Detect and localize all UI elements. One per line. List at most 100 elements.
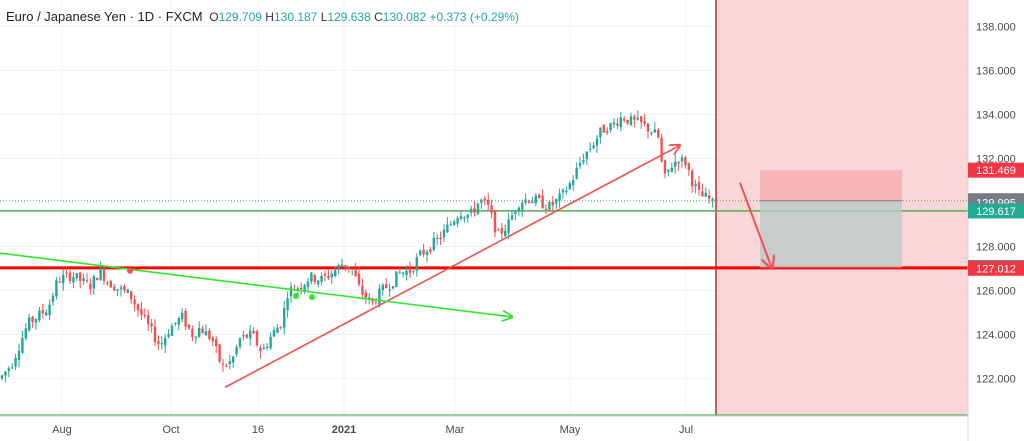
candle-body (136, 304, 140, 310)
candle-body (232, 356, 235, 363)
price-tick-label: 128.000 (976, 242, 1016, 254)
candle-body (374, 302, 378, 304)
candle-body (228, 361, 231, 364)
candle-body (524, 199, 527, 203)
price-badge (968, 203, 1024, 219)
candle-body (643, 121, 646, 124)
candle-body (255, 331, 259, 346)
candle-body (378, 288, 381, 306)
candle-body (476, 203, 480, 214)
candle-body (181, 312, 184, 320)
candle-body (109, 280, 112, 288)
marker-dot (309, 294, 315, 301)
time-tick-label: 2021 (332, 424, 356, 436)
candle-body (585, 151, 588, 159)
candle-body (442, 229, 446, 238)
candle-body (558, 193, 561, 201)
candle-body (4, 371, 7, 376)
symbol-title[interactable]: Euro / Japanese Yen · 1D · FXCM (6, 9, 203, 24)
candle-body (429, 249, 432, 252)
close-value: 130.082 (382, 10, 427, 24)
candle-body (96, 278, 99, 281)
candle-body (340, 264, 344, 268)
candle-body (68, 272, 72, 281)
time-tick-label: Jul (679, 424, 693, 436)
candle-body (480, 199, 483, 203)
candle-body (701, 191, 704, 197)
candle-body (306, 281, 310, 288)
candle-body (218, 344, 221, 362)
candle-body (500, 228, 503, 234)
candle-body (412, 270, 415, 272)
candle-body (334, 270, 337, 276)
candle-body (72, 277, 75, 283)
candle-body (327, 275, 330, 279)
candle-body (317, 280, 320, 285)
candle-body (636, 117, 639, 120)
candle-body (674, 161, 677, 167)
candle-body (85, 280, 89, 282)
projection-arrow (739, 182, 772, 269)
candle-body (527, 200, 531, 203)
candle-body (408, 268, 412, 273)
grid (0, 0, 968, 416)
candle-body (289, 286, 293, 297)
candle-body (160, 343, 163, 345)
candle-body (41, 309, 44, 314)
time-tick-label: May (560, 424, 581, 436)
candle-body (347, 266, 350, 270)
short-position-tool[interactable] (760, 170, 902, 268)
candle-body (157, 341, 160, 345)
drawings[interactable] (0, 145, 772, 389)
candle-body (439, 237, 442, 240)
candle-body (483, 198, 486, 201)
candle-body (48, 304, 51, 316)
candle-body (391, 286, 395, 289)
symbol-legend: Euro / Japanese Yen · 1D · FXCM O129.709… (6, 9, 519, 24)
candle-body (670, 167, 673, 172)
candle-body (575, 167, 578, 179)
candle-body (436, 237, 439, 239)
candle-body (708, 195, 711, 199)
candle-body (113, 286, 116, 291)
candle-body (544, 208, 548, 210)
candle-body (704, 192, 707, 197)
candle-body (572, 180, 575, 186)
candle-body (221, 363, 225, 365)
candle-body (344, 265, 347, 269)
candle-body (582, 160, 585, 163)
candles (0, 110, 714, 383)
candle-body (623, 118, 626, 121)
price-tick-label: 122.000 (976, 374, 1016, 386)
target-zone (760, 200, 902, 268)
candle-body (687, 163, 690, 170)
green-trendline (0, 252, 512, 317)
candle-body (147, 315, 150, 324)
candle-body (507, 219, 510, 233)
candle-body (55, 280, 58, 297)
candle-body (619, 117, 622, 128)
candle-body (667, 169, 670, 172)
time-axis[interactable]: Aug Oct 16 2021 Mar May Jul (52, 424, 693, 436)
candle-body (191, 328, 194, 337)
candle-body (130, 291, 133, 300)
price-badge-label: 131.469 (976, 165, 1016, 177)
candle-body (405, 270, 408, 276)
candle-body (102, 267, 106, 282)
candle-body (249, 330, 252, 339)
candle-body (215, 339, 218, 347)
price-tick-label: 132.000 (976, 153, 1016, 165)
price-axis[interactable]: 122.000 124.000 126.000 128.000 132.000 134.0… (976, 21, 1016, 385)
candle-body (592, 145, 595, 149)
candle-body (612, 122, 616, 125)
low-value: 129.638 (327, 10, 371, 24)
candle-body (266, 346, 269, 348)
candle-body (497, 229, 500, 231)
candle-body (555, 199, 558, 204)
candle-body (561, 189, 565, 193)
candle-body (92, 276, 95, 289)
candle-body (296, 288, 299, 290)
candle-body (449, 224, 452, 226)
